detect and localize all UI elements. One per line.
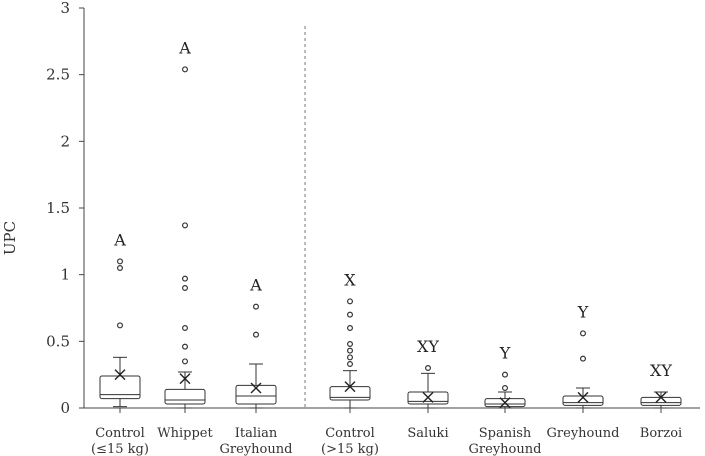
- y-tick-label: 2: [60, 132, 70, 150]
- box-group: A: [235, 276, 277, 409]
- box-group: A: [164, 38, 206, 409]
- outlier-point: [502, 371, 509, 378]
- y-axis-title: UPC: [1, 221, 19, 255]
- mean-marker: [114, 369, 126, 381]
- category-label-line: (>15 kg): [321, 442, 379, 456]
- mean-marker: [179, 373, 191, 385]
- box-group: X: [329, 270, 371, 409]
- box-group: A: [99, 230, 141, 408]
- outlier-point: [116, 265, 123, 272]
- mean-marker: [655, 391, 667, 403]
- category-label-line: Greyhound: [469, 442, 542, 456]
- outlier-point: [182, 222, 189, 229]
- outlier-point: [579, 330, 586, 337]
- outlier-point: [347, 298, 354, 305]
- iqr-box: [329, 386, 371, 401]
- category-label-line: (≤15 kg): [91, 442, 149, 456]
- outlier-point: [182, 325, 189, 332]
- category-label: Saluki: [407, 426, 448, 441]
- outlier-point: [116, 258, 123, 265]
- category-label-line: Control: [95, 426, 145, 441]
- y-tick-label: 0.5: [46, 332, 70, 350]
- significance-letter: A: [249, 276, 262, 295]
- category-label: Control (>15 kg): [321, 426, 379, 456]
- outlier-point: [425, 365, 432, 372]
- y-tick-label: 0: [60, 399, 70, 417]
- category-label-line: Saluki: [407, 426, 448, 441]
- category-label-line: Whippet: [157, 426, 213, 441]
- y-tick-label: 3: [60, 0, 70, 17]
- outlier-point: [347, 311, 354, 318]
- outlier-point: [253, 303, 260, 310]
- outlier-point: [182, 275, 189, 282]
- outlier-point: [182, 343, 189, 350]
- y-tick-label: 2.5: [46, 66, 70, 84]
- significance-letter: A: [113, 230, 126, 249]
- significance-letter: Y: [499, 344, 511, 363]
- outlier-point: [347, 354, 354, 361]
- category-label: Borzoi: [640, 426, 682, 441]
- outlier-point: [116, 322, 123, 329]
- category-label: Greyhound: [547, 426, 620, 441]
- mean-marker: [499, 397, 511, 409]
- outlier-point: [347, 347, 354, 354]
- outlier-point: [182, 66, 189, 73]
- y-tick-label: 1: [60, 266, 70, 284]
- mean-marker: [422, 391, 434, 403]
- category-label-line: Italian: [235, 426, 278, 441]
- outlier-point: [579, 355, 586, 362]
- significance-letter: Y: [577, 302, 589, 321]
- significance-letter: A: [178, 38, 191, 57]
- category-label-line: Greyhound: [220, 442, 293, 456]
- outlier-point: [347, 361, 354, 368]
- mean-marker: [250, 382, 262, 394]
- outlier-point: [347, 341, 354, 348]
- box-group: XY: [640, 361, 682, 409]
- outlier-point: [502, 385, 509, 392]
- category-label: Italian Greyhound: [220, 426, 293, 456]
- iqr-box: [99, 375, 141, 400]
- mean-marker: [577, 391, 589, 403]
- outlier-point: [182, 358, 189, 365]
- y-tick-label: 1.5: [46, 199, 70, 217]
- significance-letter: XY: [417, 337, 439, 356]
- iqr-box: [640, 396, 682, 406]
- iqr-box: [235, 384, 277, 405]
- significance-letter: X: [344, 270, 356, 289]
- outlier-point: [182, 285, 189, 292]
- category-label: Whippet: [157, 426, 213, 441]
- box-group: Y: [562, 302, 604, 409]
- outlier-point: [347, 325, 354, 332]
- category-label: Spanish Greyhound: [469, 426, 542, 456]
- significance-letter: XY: [650, 361, 672, 380]
- category-label-line: Control: [325, 426, 375, 441]
- box-group: XY: [407, 337, 449, 409]
- outlier-point: [253, 331, 260, 338]
- category-label-line: Greyhound: [547, 426, 620, 441]
- box-group: Y: [484, 344, 526, 409]
- category-label: Control (≤15 kg): [91, 426, 149, 456]
- mean-marker: [344, 381, 356, 393]
- iqr-box: [164, 388, 206, 405]
- category-label-line: Borzoi: [640, 426, 682, 441]
- category-label-line: Spanish: [479, 426, 532, 441]
